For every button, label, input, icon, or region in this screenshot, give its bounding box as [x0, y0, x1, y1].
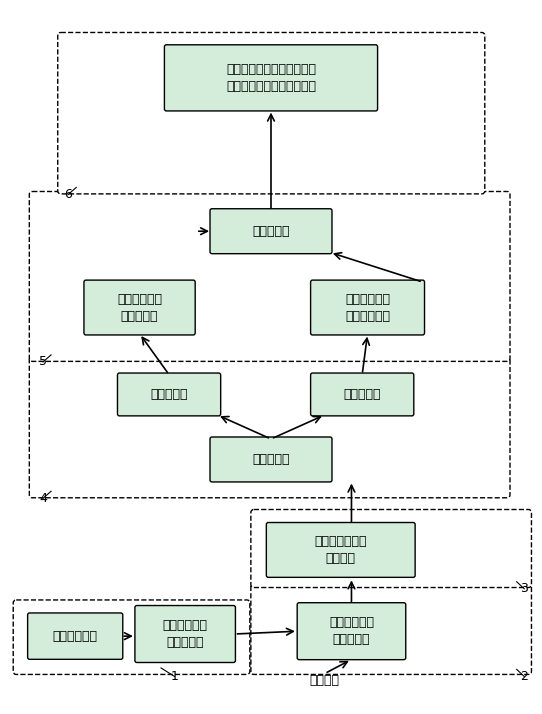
Text: 6: 6	[64, 188, 72, 201]
Text: 4: 4	[39, 492, 47, 505]
FancyBboxPatch shape	[311, 373, 414, 416]
Text: 2: 2	[520, 670, 528, 683]
FancyBboxPatch shape	[118, 373, 221, 416]
Text: 5: 5	[39, 356, 47, 368]
Text: 噪声子空间: 噪声子空间	[344, 388, 381, 401]
FancyBboxPatch shape	[28, 613, 123, 659]
Text: 特征值分解: 特征值分解	[252, 453, 290, 466]
FancyBboxPatch shape	[266, 523, 415, 578]
FancyBboxPatch shape	[210, 208, 332, 253]
FancyBboxPatch shape	[164, 45, 378, 111]
FancyBboxPatch shape	[251, 584, 532, 675]
FancyBboxPatch shape	[29, 358, 510, 498]
Text: 3: 3	[520, 583, 528, 595]
Text: 空间声源: 空间声源	[309, 674, 340, 687]
Text: 提取噪声子空
间一特征向量: 提取噪声子空 间一特征向量	[345, 293, 390, 323]
Text: 设置球坐标系
和球谐函数: 设置球坐标系 和球谐函数	[163, 619, 208, 649]
Text: 谱峰搜索，提取谱峰对应搜
索值，确定声源方位估计值: 谱峰搜索，提取谱峰对应搜 索值，确定声源方位估计值	[226, 63, 316, 93]
FancyBboxPatch shape	[135, 605, 235, 663]
Text: 构建接收信号协
方差矩阵: 构建接收信号协 方差矩阵	[314, 535, 367, 565]
Text: 球麦克风阵列: 球麦克风阵列	[53, 630, 98, 643]
FancyBboxPatch shape	[297, 603, 406, 660]
FancyBboxPatch shape	[58, 33, 485, 194]
FancyBboxPatch shape	[84, 280, 195, 335]
FancyBboxPatch shape	[210, 437, 332, 482]
Text: 1: 1	[171, 670, 178, 683]
FancyBboxPatch shape	[251, 510, 532, 588]
FancyBboxPatch shape	[311, 280, 424, 335]
Text: 信号子空间: 信号子空间	[150, 388, 188, 401]
FancyBboxPatch shape	[29, 191, 510, 361]
Text: 构建空间谱: 构建空间谱	[252, 225, 290, 238]
Text: 构建信号子空
间导向矢量: 构建信号子空 间导向矢量	[117, 293, 162, 323]
FancyBboxPatch shape	[13, 600, 250, 675]
Text: 球谐域阵列接
收信号模型: 球谐域阵列接 收信号模型	[329, 616, 374, 646]
